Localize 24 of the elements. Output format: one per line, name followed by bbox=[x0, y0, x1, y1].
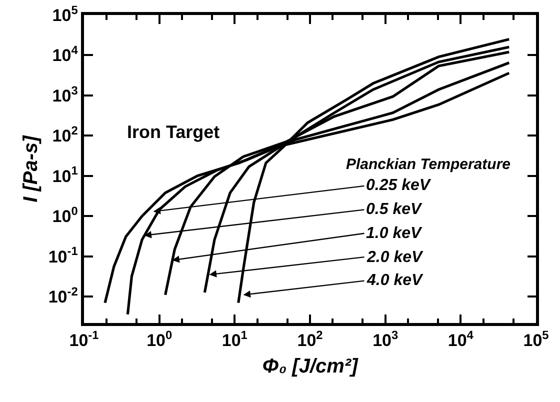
y-tick-label: 10$^{2}$ bbox=[52, 123, 78, 146]
x-tick-label: 10$^{1}$ bbox=[222, 328, 248, 350]
annotation: 2.0 keV bbox=[366, 249, 424, 266]
annotation: Planckian Temperature bbox=[346, 156, 511, 173]
y-tick-label: 10$^{0}$ bbox=[52, 204, 78, 226]
x-tick-label: 10$^{0}$ bbox=[146, 328, 172, 350]
annotation: 1.0 keV bbox=[366, 225, 422, 242]
y-tick-label: 10$^{-2}$ bbox=[48, 284, 78, 306]
x-tick-label: 10$^{4}$ bbox=[448, 328, 474, 350]
annotation: 4.0 keV bbox=[366, 272, 424, 289]
x-tick-label: 10$^{2}$ bbox=[297, 328, 324, 350]
y-tick-label: 10$^{5}$ bbox=[52, 2, 78, 25]
x-tick-label: 10$^{5}$ bbox=[523, 328, 550, 350]
y-tick-label: 10$^{4}$ bbox=[52, 43, 78, 66]
annotation: Iron Target bbox=[127, 122, 220, 142]
y-tick-label: 10$^{1}$ bbox=[52, 164, 78, 186]
y-tick-label: 10$^{-1}$ bbox=[48, 244, 78, 266]
x-tick-label: 10$^{3}$ bbox=[372, 328, 398, 350]
y-tick-label: 10$^{3}$ bbox=[52, 83, 78, 106]
annotation: 0.25 keV bbox=[366, 177, 432, 194]
x-axis-title: Φ₀ [J/cm²] bbox=[262, 356, 360, 378]
annotation: 0.5 keV bbox=[366, 201, 422, 218]
x-tick-label: 10$^{-1}$ bbox=[69, 328, 100, 350]
y-axis-title: I [Pa-s] bbox=[20, 134, 42, 202]
